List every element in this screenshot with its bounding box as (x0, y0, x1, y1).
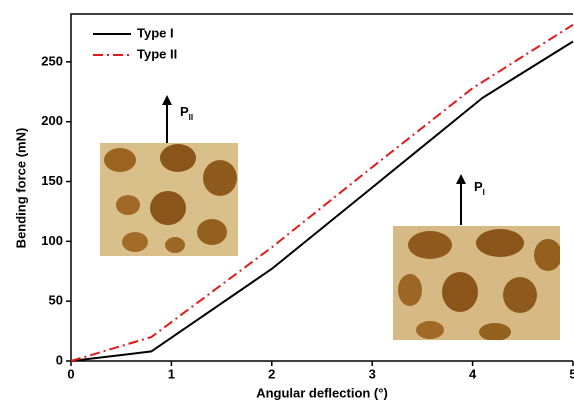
y-axis-label: Bending force (mN) (13, 128, 28, 249)
y-tick-label: 250 (41, 53, 63, 68)
annotation: PII (180, 104, 193, 122)
data-line (70, 23, 574, 362)
y-tick-label: 100 (41, 233, 63, 248)
micrograph (393, 226, 560, 340)
annotation-text: P (180, 104, 189, 119)
annotation-sub: I (483, 188, 485, 197)
y-tick-label: 200 (41, 113, 63, 128)
x-tick-label: 2 (268, 366, 275, 381)
y-tick-label: 150 (41, 173, 63, 188)
arrow (162, 95, 172, 143)
x-tick-label: 0 (67, 366, 74, 381)
micrograph (100, 143, 238, 256)
y-tick-label: 0 (56, 352, 63, 367)
y-tick-label: 50 (49, 293, 63, 308)
x-tick-label: 5 (569, 366, 574, 381)
arrow (456, 174, 466, 225)
annotation: PI (474, 179, 485, 197)
legend-label: Type I (137, 25, 174, 40)
legend-label: Type II (137, 46, 177, 61)
x-axis-label: Angular deflection (°) (256, 385, 388, 400)
data-line (70, 40, 574, 362)
annotation-text: P (474, 179, 483, 194)
annotation-sub: II (189, 113, 193, 122)
x-tick-label: 3 (369, 366, 376, 381)
x-tick-label: 4 (469, 366, 477, 381)
axis-frame (70, 13, 573, 362)
x-tick-label: 1 (168, 366, 175, 381)
